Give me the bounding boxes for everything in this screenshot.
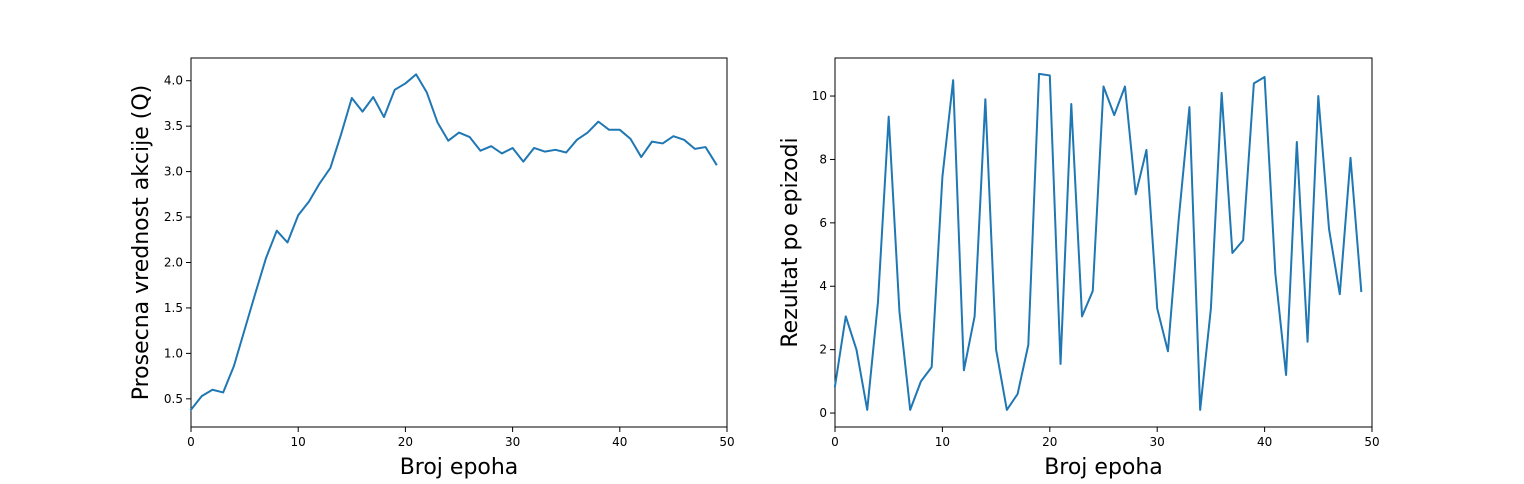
q-value-y-tick-label: 2.5: [164, 210, 183, 224]
score-x-tick-label: 10: [935, 435, 950, 449]
score-y-tick-label: 2: [819, 343, 827, 357]
q-value-x-tick-label: 40: [612, 435, 627, 449]
q-value-x-ticks: 0 10 20 30 40 50: [187, 427, 735, 449]
score-y-ticks: 0 2 4 6 8 10: [812, 89, 835, 420]
score-plot-frame: [834, 57, 1373, 428]
q-value-x-tick-label: 20: [398, 435, 413, 449]
q-value-plot-frame: [190, 57, 728, 428]
score-chart: 0 10 20 30 40 50 0 2 4 6 8 10 Broj epoha Rezultat …: [778, 57, 1380, 480]
q-value-y-tick-label: 4.0: [164, 74, 183, 88]
q-value-y-tick-label: 3.5: [164, 119, 183, 133]
score-series: [833, 72, 1363, 411]
q-value-x-tick-label: 0: [187, 435, 195, 449]
q-value-x-axis-label: Broj epoha: [400, 455, 519, 480]
q-value-series-line: [189, 73, 718, 412]
q-value-y-tick-label: 2.0: [164, 255, 183, 269]
q-value-y-ticks: 0.5 1.0 1.5 2.0 2.5 3.0 3.5 4.0: [164, 74, 191, 406]
q-value-y-axis-label: Prosecna vrednost akcije (Q): [129, 85, 154, 401]
score-x-tick-label: 20: [1042, 435, 1057, 449]
score-y-tick-label: 4: [819, 279, 827, 293]
q-value-series: [189, 73, 718, 412]
score-x-tick-label: 0: [831, 435, 839, 449]
score-x-ticks: 0 10 20 30 40 50: [831, 427, 1380, 449]
score-y-tick-label: 8: [819, 152, 827, 166]
score-y-tick-label: 6: [819, 216, 827, 230]
score-y-tick-label: 10: [812, 89, 827, 103]
q-value-chart: 0 10 20 30 40 50 0.5 1.0 1.5 2.0 2.5 3.0 3.5 4.0 Bro…: [129, 57, 735, 480]
q-value-y-tick-label: 1.0: [164, 346, 183, 360]
score-series-line: [833, 72, 1363, 411]
score-x-axis-label: Broj epoha: [1044, 455, 1163, 480]
q-value-y-tick-label: 0.5: [164, 392, 183, 406]
score-y-tick-label: 0: [819, 406, 827, 420]
q-value-y-tick-label: 1.5: [164, 301, 183, 315]
q-value-x-tick-label: 30: [505, 435, 520, 449]
q-value-x-tick-label: 10: [291, 435, 306, 449]
score-y-axis-label: Rezultat po epizodi: [778, 137, 803, 347]
q-value-y-tick-label: 3.0: [164, 165, 183, 179]
score-x-tick-label: 50: [1364, 435, 1379, 449]
score-x-tick-label: 40: [1257, 435, 1272, 449]
q-value-x-tick-label: 50: [719, 435, 734, 449]
score-x-tick-label: 30: [1150, 435, 1165, 449]
